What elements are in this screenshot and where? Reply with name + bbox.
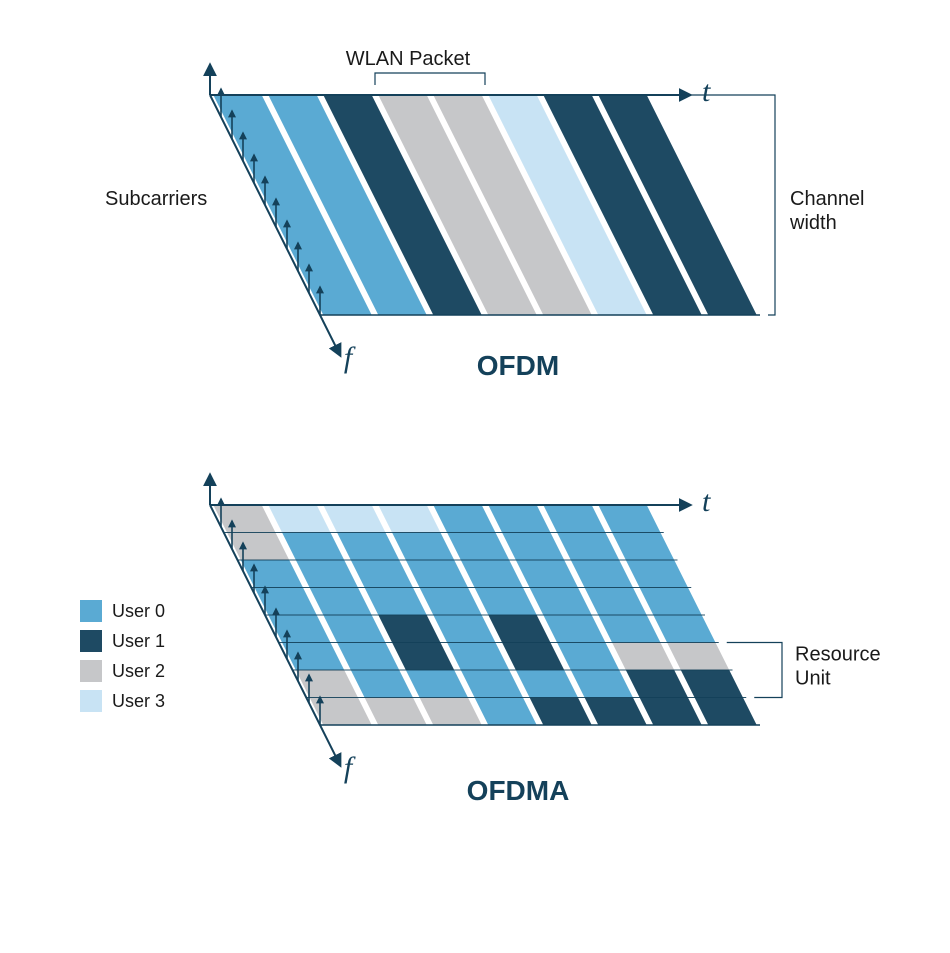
ofdma-cell: [516, 670, 578, 698]
f-axis-label-2: f: [344, 751, 356, 784]
ofdma-cell: [667, 643, 729, 671]
wlan-packet-label: WLAN Packet: [346, 48, 471, 70]
ofdma-cell: [378, 615, 440, 643]
ofdma-title: OFDMA: [467, 775, 570, 806]
ofdma-cell: [598, 615, 660, 643]
ofdma-cell: [420, 588, 482, 616]
ofdma-cell: [598, 505, 660, 533]
ofdma-diagram: [210, 475, 782, 765]
ofdma-cell: [543, 505, 605, 533]
ofdma-cell: [530, 698, 592, 726]
resource-unit-label-2: Unit: [795, 667, 831, 689]
ofdma-cell: [502, 533, 564, 561]
ofdma-cell: [378, 505, 440, 533]
ofdma-cell: [585, 698, 647, 726]
ofdma-cell: [406, 670, 468, 698]
ofdma-cell: [516, 560, 578, 588]
resource-unit-label-1: Resource: [795, 643, 881, 665]
ofdma-cell: [392, 533, 454, 561]
ofdma-cell: [571, 560, 633, 588]
ofdma-cell: [626, 560, 688, 588]
ofdma-cell: [406, 560, 468, 588]
ofdma-cell: [433, 505, 495, 533]
ofdma-cell: [612, 533, 674, 561]
ofdma-cell: [268, 505, 330, 533]
f-axis-label: f: [344, 341, 356, 374]
legend-swatch: [80, 690, 102, 712]
ofdma-cell: [447, 533, 509, 561]
legend-label: User 3: [112, 691, 165, 711]
ofdma-cell: [323, 615, 385, 643]
ofdma-cell: [351, 560, 413, 588]
ofdma-cell: [337, 643, 399, 671]
ofdma-cell: [612, 643, 674, 671]
ofdma-cell: [475, 698, 537, 726]
ofdma-cell: [681, 670, 743, 698]
ofdma-cell: [557, 643, 619, 671]
ofdma-cell: [530, 588, 592, 616]
ofdma-cell: [447, 643, 509, 671]
ofdma-cell: [585, 588, 647, 616]
ofdma-cell: [351, 670, 413, 698]
ofdma-cell: [282, 533, 344, 561]
ofdma-cell: [640, 588, 702, 616]
legend-swatch: [80, 600, 102, 622]
ofdma-cell: [557, 533, 619, 561]
ofdma-cell: [502, 643, 564, 671]
ofdma-cell: [571, 670, 633, 698]
ofdma-cell: [296, 560, 358, 588]
channel-width-label-2: width: [789, 212, 837, 234]
ofdma-cell: [488, 615, 550, 643]
ofdma-cell: [653, 615, 715, 643]
ofdma-cell: [543, 615, 605, 643]
ofdma-cell: [433, 615, 495, 643]
legend-swatch: [80, 630, 102, 652]
ofdma-cell: [365, 588, 427, 616]
legend-label: User 2: [112, 661, 165, 681]
legend-label: User 1: [112, 631, 165, 651]
ofdma-cell: [310, 588, 372, 616]
t-axis-label-2: t: [702, 485, 711, 518]
ofdm-diagram: [210, 65, 775, 355]
ofdma-cell: [365, 698, 427, 726]
channel-width-label-1: Channel: [790, 188, 865, 210]
ofdma-cell: [461, 670, 523, 698]
subcarriers-label: Subcarriers: [105, 188, 207, 210]
wlan-bracket: [375, 73, 485, 85]
legend-swatch: [80, 660, 102, 682]
ofdma-cell: [420, 698, 482, 726]
legend-label: User 0: [112, 601, 165, 621]
ofdma-cell: [640, 698, 702, 726]
ofdma-cell: [337, 533, 399, 561]
ofdma-cell: [695, 698, 757, 726]
ofdma-cell: [475, 588, 537, 616]
ofdma-cell: [323, 505, 385, 533]
legend: User 0 User 1 User 2 User 3: [80, 600, 165, 712]
ofdm-title: OFDM: [477, 350, 559, 381]
ofdma-cell: [626, 670, 688, 698]
ofdma-cell: [392, 643, 454, 671]
t-axis-label: t: [702, 75, 711, 108]
ofdma-cell: [488, 505, 550, 533]
ofdma-cell: [461, 560, 523, 588]
